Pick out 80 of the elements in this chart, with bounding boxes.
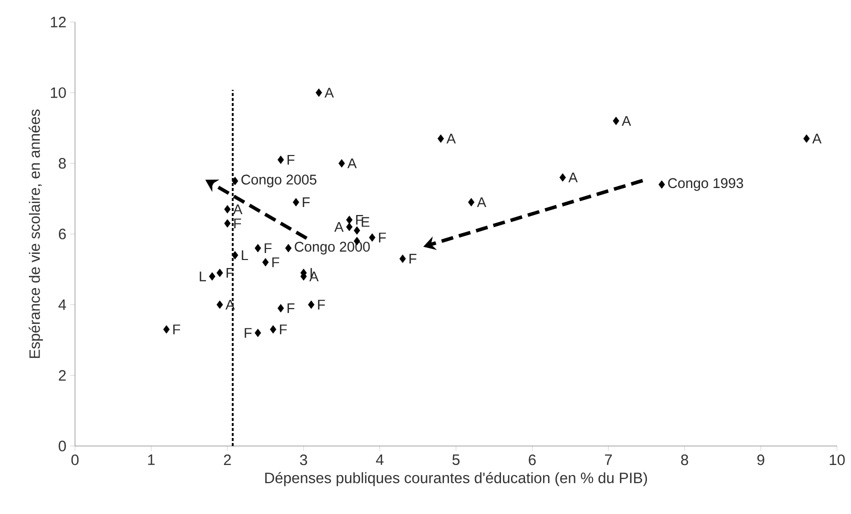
x-tick-label: 0 (71, 454, 79, 466)
y-tick-label: 10 (50, 87, 66, 98)
annotation: A (233, 204, 242, 214)
y-axis-title: Espérance de vie scolaire, en années (28, 110, 43, 358)
annotation: A (812, 134, 822, 144)
annotation: F (173, 324, 180, 334)
annotation: F (280, 324, 287, 334)
annotation: E (362, 217, 370, 227)
point (368, 233, 376, 242)
point (612, 116, 620, 126)
annotation: F (264, 243, 272, 253)
point (254, 244, 262, 252)
y-tick-label: 0 (58, 440, 66, 452)
annotation: A (622, 116, 632, 126)
annotation: F (244, 328, 252, 338)
annotation: F (379, 232, 386, 242)
point (316, 88, 322, 97)
x-tick-label: 1 (148, 454, 155, 465)
annotation: A (568, 172, 578, 182)
y-tick-label: 12 (50, 16, 66, 28)
annotation: Congo 2000 (294, 242, 370, 254)
annotation: Congo 2005 (241, 174, 316, 188)
annotation: Congo 1993 (668, 178, 744, 191)
annotation: F (302, 197, 310, 208)
x-tick-label: 5 (452, 454, 460, 465)
point (346, 222, 353, 232)
x-tick-label: 3 (300, 454, 308, 466)
annotation: A (476, 197, 486, 208)
y-tick-label: 8 (58, 158, 66, 169)
point (346, 216, 353, 224)
x-tick-label: 8 (681, 454, 688, 466)
y-tick-label: 4 (58, 300, 66, 310)
point (254, 328, 262, 338)
annotation: L (242, 250, 248, 260)
annotation: A (226, 300, 235, 310)
annotation: F (410, 254, 416, 264)
point (803, 134, 810, 143)
x-tick-label: 2 (224, 454, 231, 466)
point (278, 304, 284, 312)
x-tick-label: 9 (757, 454, 764, 466)
annotation: A (347, 158, 357, 168)
point (278, 156, 284, 164)
annotation: F (288, 154, 294, 165)
annotation: F (272, 257, 280, 268)
annotation: A (334, 222, 344, 232)
point (224, 219, 231, 228)
point (224, 205, 231, 214)
x-axis-title: Dépenses publiques courantes d'éducation (en % du PIB) (265, 472, 647, 486)
y-tick-label: 2 (58, 370, 66, 381)
annotation: F (356, 215, 364, 225)
point (468, 198, 474, 206)
point (232, 250, 238, 260)
x-tick-label: 7 (605, 454, 612, 465)
point (262, 258, 269, 266)
point (270, 325, 276, 334)
point (216, 300, 223, 309)
point (438, 134, 444, 143)
point (208, 272, 216, 281)
annotation: L (200, 272, 206, 282)
point (559, 173, 566, 182)
point (338, 159, 345, 168)
annotation: A (446, 134, 456, 144)
point (354, 226, 360, 235)
point (216, 268, 223, 278)
point (163, 325, 170, 334)
x-tick-label: 10 (830, 454, 845, 466)
point (232, 176, 238, 186)
annotation: F (318, 300, 325, 310)
annotation: F (288, 303, 294, 314)
point (308, 300, 314, 309)
y-tick-label: 6 (58, 228, 66, 240)
annotation: F (234, 218, 242, 228)
point (658, 180, 665, 189)
point (292, 198, 300, 206)
point (285, 244, 292, 252)
annotation: A (324, 88, 334, 98)
x-tick-label: 4 (376, 454, 384, 465)
point (399, 254, 406, 263)
x-tick-label: 6 (528, 454, 536, 466)
annotation: F (226, 268, 234, 278)
